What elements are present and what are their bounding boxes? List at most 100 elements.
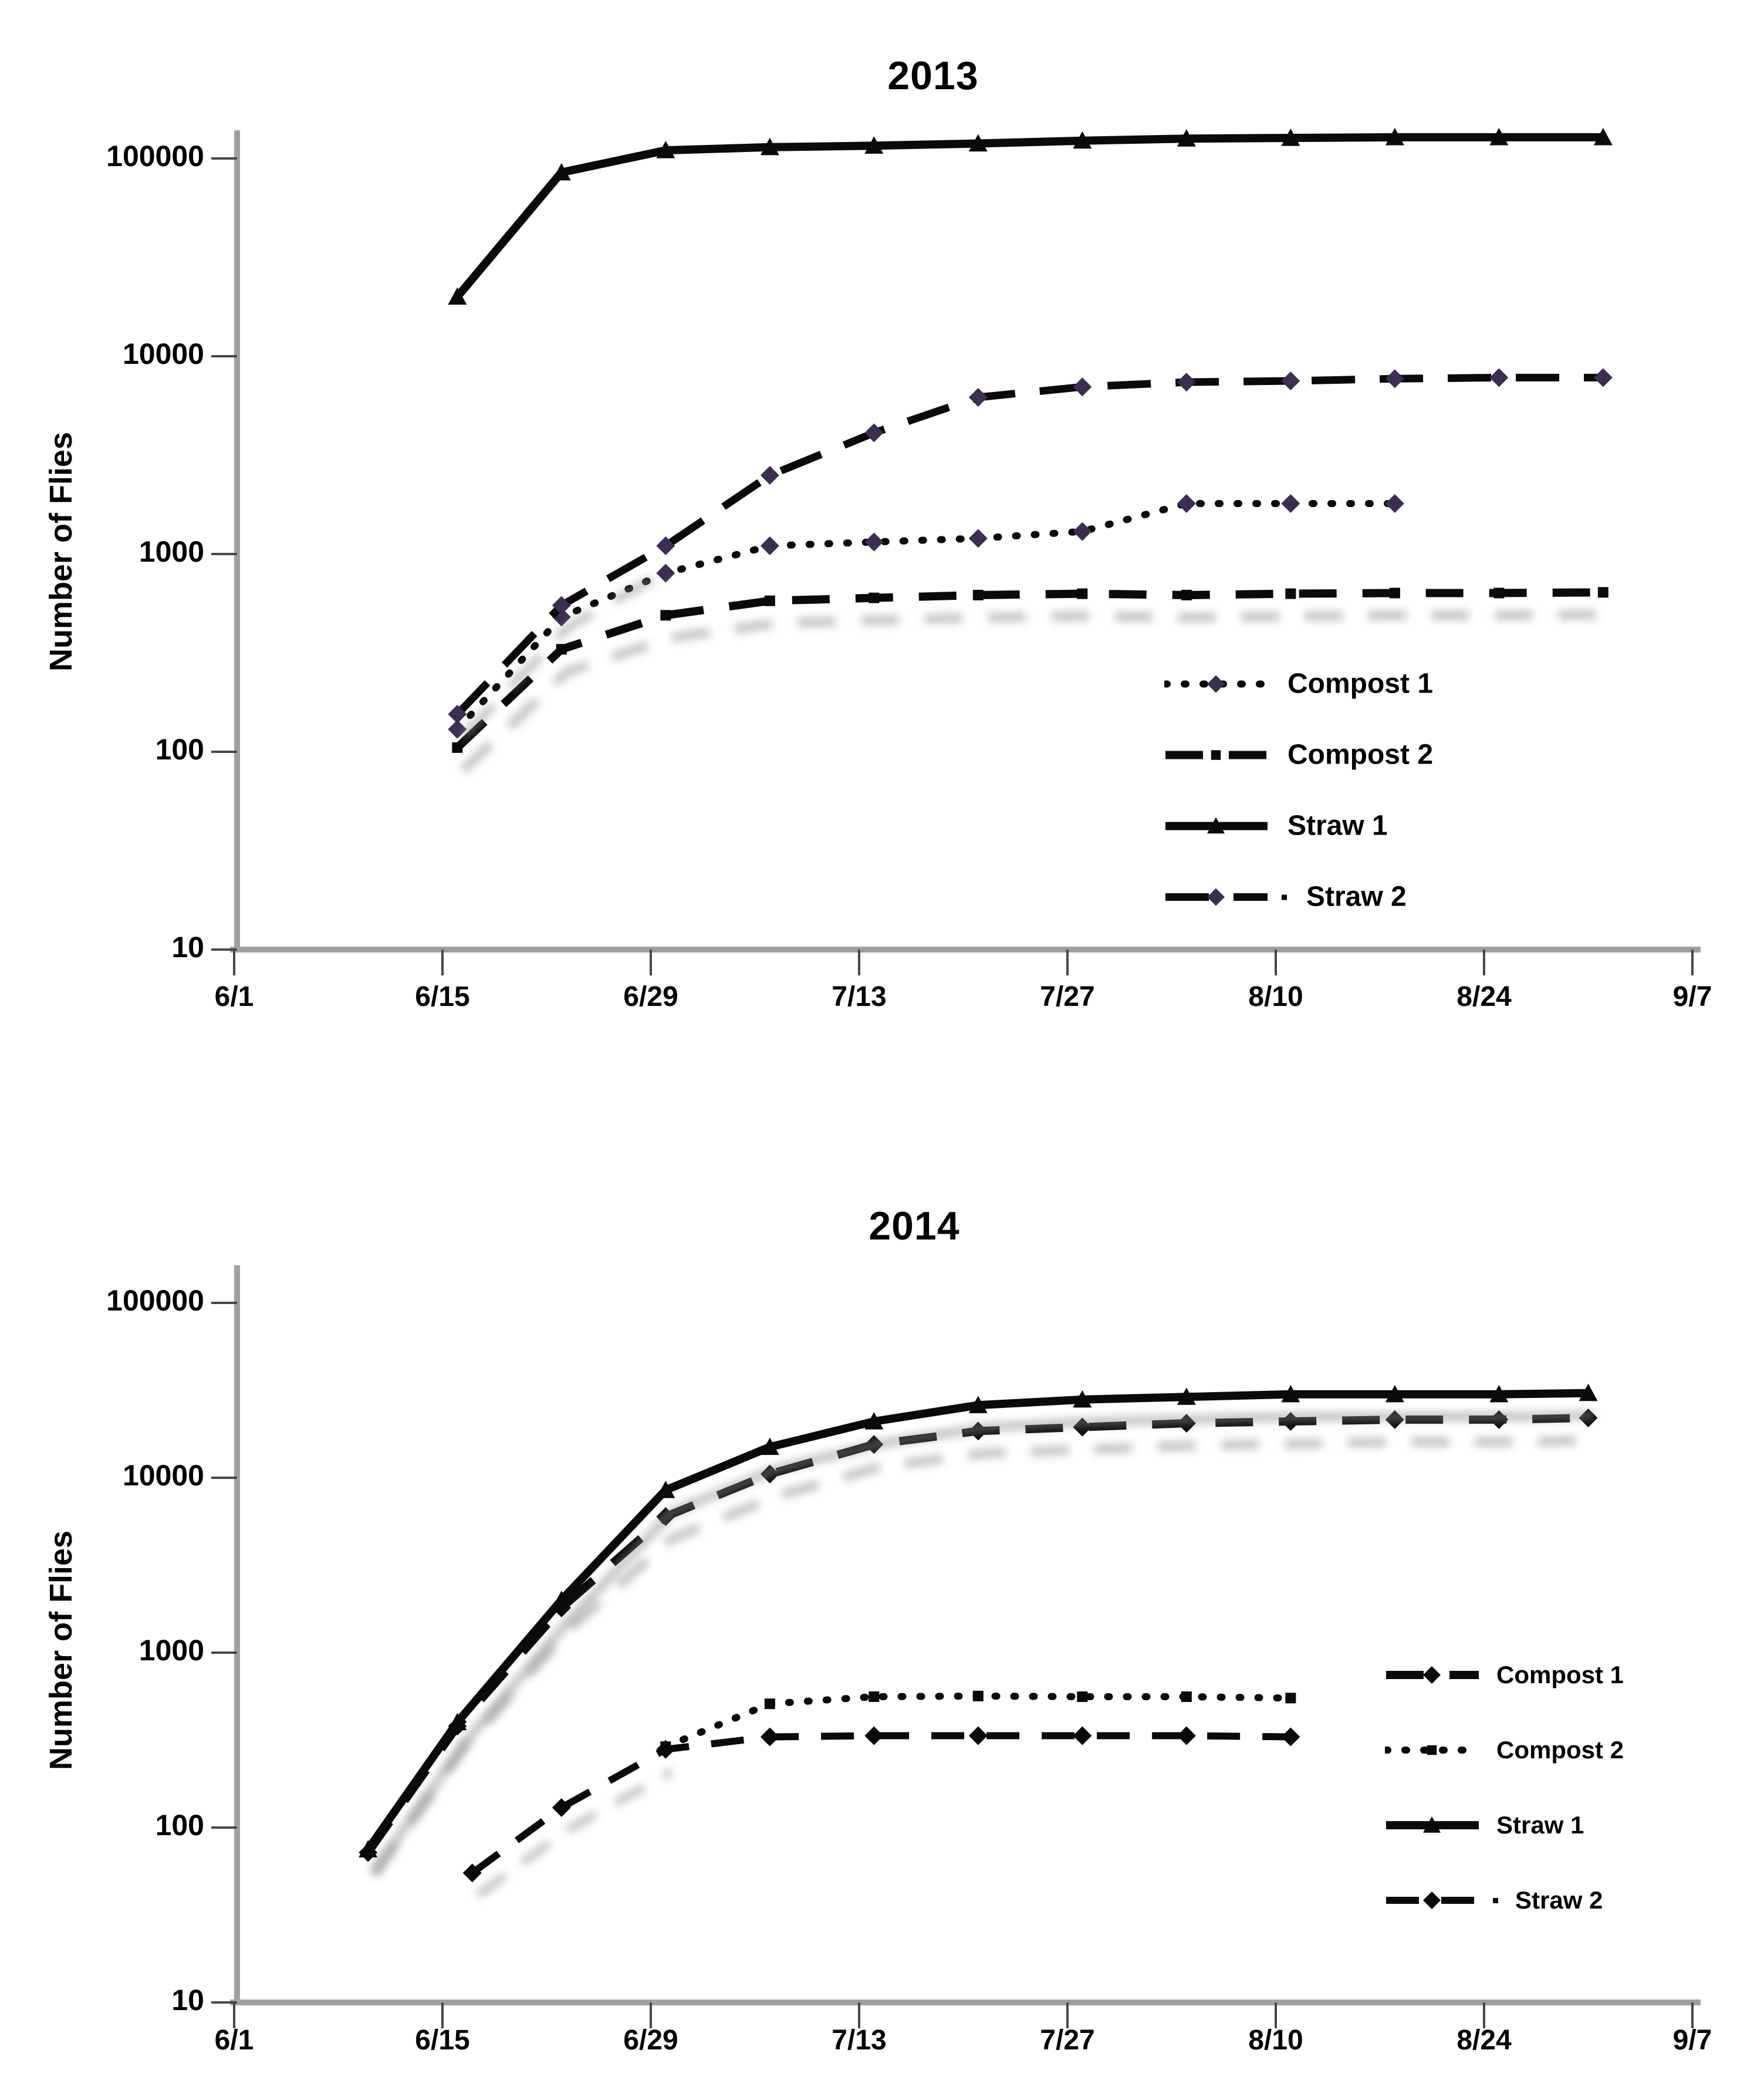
- legend-marker-compost-2: [1427, 1745, 1437, 1755]
- series-straw-1: [448, 127, 1613, 305]
- marker-triangle-straw-1: [760, 1437, 779, 1455]
- marker-diamond-straw-2: [656, 536, 675, 556]
- marker-triangle-straw-1: [552, 1590, 571, 1608]
- x-tick-label: 8/10: [1248, 981, 1303, 1012]
- marker-triangle-straw-1: [864, 136, 884, 154]
- x-tick-label: 7/27: [1040, 981, 1094, 1012]
- marker-square-compost-2: [660, 610, 671, 621]
- legend-label-straw-1: Straw 1: [1287, 810, 1388, 842]
- x-tick-label: 8/24: [1457, 2025, 1512, 2056]
- x-axis-ticks: 6/1 6/15 6/29 7/13 7/27 8/10 8/24 9/7: [215, 2002, 1712, 2056]
- chart-title-2014: 2014: [869, 1204, 960, 1249]
- series-straw-1: [359, 1383, 1598, 1875]
- legend-sample-straw-1: [1165, 817, 1268, 833]
- series-straw-2: [462, 1726, 1300, 1899]
- marker-diamond-straw-2: [448, 704, 467, 724]
- legend-sample-straw-2: [1386, 1892, 1498, 1909]
- marker-diamond-compost-1: [552, 1598, 571, 1617]
- legend-item-straw-2: Straw 2: [1385, 1886, 1603, 1914]
- marker-square-compost-2: [764, 595, 775, 606]
- legend-label-compost-2: Compost 2: [1496, 1736, 1624, 1764]
- y-axis-ticks: 10 100 1000 10000 100000: [106, 140, 237, 964]
- marker-diamond-compost-1: [1073, 522, 1092, 541]
- legend-marker-straw-1: [1423, 1816, 1441, 1833]
- marker-square-compost-2: [972, 1690, 984, 1701]
- legend-sample-compost-1: [1164, 675, 1271, 693]
- legend-label-straw-1: Straw 1: [1496, 1811, 1584, 1839]
- x-tick-label: 8/10: [1248, 2025, 1303, 2056]
- marker-triangle-straw-1: [1579, 1383, 1598, 1401]
- series-line-straw-1: [454, 133, 1603, 300]
- x-tick-label: 9/7: [1673, 2025, 1712, 2056]
- marker-triangle-straw-1: [656, 1481, 675, 1498]
- marker-diamond-straw-2: [1177, 373, 1196, 392]
- marker-triangle-straw-1: [1489, 1384, 1509, 1403]
- marker-square-compost-2: [1181, 1691, 1192, 1703]
- marker-diamond-straw-2: [864, 423, 884, 443]
- legend-item-compost-1: Compost 1: [1385, 1661, 1624, 1689]
- legend-2014: Compost 1 Compost 2 Straw 1 Straw 2: [0, 1047, 1764, 2094]
- y-tick-label: 100000: [106, 140, 204, 173]
- marker-square-compost-2: [972, 589, 984, 600]
- marker-diamond-straw-2: [1073, 377, 1092, 397]
- marker-diamond-straw-2: [1281, 371, 1300, 391]
- marker-triangle-straw-1: [760, 137, 779, 156]
- y-tick-label: 10: [171, 931, 204, 964]
- x-tick-label: 6/29: [623, 981, 678, 1012]
- series-shadow: [370, 1410, 1594, 1875]
- marker-diamond-straw-2: [760, 1727, 779, 1747]
- legend-label-compost-1: Compost 1: [1496, 1661, 1624, 1688]
- y-tick-label: 1000: [139, 1634, 204, 1667]
- marker-triangle-straw-1: [1385, 127, 1404, 146]
- marker-square-compost-2: [556, 644, 567, 655]
- legend-dot: [1493, 1898, 1498, 1903]
- marker-triangle-straw-1: [968, 134, 988, 152]
- marker-triangle-straw-1: [1281, 1384, 1300, 1403]
- marker-diamond-straw-2: [1177, 1726, 1196, 1745]
- axes: [230, 1265, 1701, 2005]
- marker-triangle-straw-1: [1281, 129, 1300, 146]
- x-tick-label: 6/15: [415, 2025, 469, 2056]
- x-tick-label: 6/1: [215, 981, 254, 1012]
- marker-diamond-straw-2: [760, 465, 779, 485]
- legend-label-compost-1: Compost 1: [1287, 668, 1434, 700]
- legend-marker-compost-2: [1211, 749, 1221, 760]
- x-tick-label: 6/15: [415, 981, 469, 1012]
- legend-item-straw-1: Straw 1: [1385, 1811, 1584, 1839]
- marker-diamond-compost-1: [1281, 494, 1300, 513]
- series-compost-1: [448, 494, 1404, 739]
- marker-diamond-straw-2: [1385, 369, 1404, 389]
- y-tick-label: 10000: [123, 1459, 204, 1492]
- marker-triangle-straw-1: [1177, 1387, 1196, 1405]
- legend-sample-compost-1: [1386, 1666, 1479, 1684]
- y-tick-label: 100000: [106, 1284, 204, 1317]
- x-tick-label: 6/29: [623, 2025, 678, 2056]
- legend-label-straw-2: Straw 2: [1515, 1886, 1603, 1914]
- marker-diamond-straw-2: [1593, 368, 1613, 387]
- marker-triangle-straw-1: [968, 1396, 988, 1413]
- marker-diamond-compost-1: [864, 532, 884, 552]
- x-tick-label: 9/7: [1673, 981, 1712, 1012]
- legend-dot: [1282, 894, 1287, 900]
- series-line-straw-2: [454, 373, 1603, 717]
- marker-triangle-straw-1: [864, 1411, 884, 1430]
- legend-item-straw-2: Straw 2: [1164, 881, 1407, 913]
- y-tick-label: 10000: [123, 337, 204, 370]
- y-tick-label: 100: [156, 733, 204, 766]
- marker-square-compost-2: [1077, 588, 1088, 599]
- marker-triangle-straw-1: [552, 163, 571, 181]
- legend-label-straw-2: Straw 2: [1306, 881, 1407, 913]
- x-tick-label: 7/13: [832, 981, 886, 1012]
- marker-square-compost-2: [1493, 587, 1505, 599]
- legend-sample-straw-1: [1386, 1816, 1479, 1833]
- marker-square-compost-2: [764, 1698, 775, 1710]
- legend-item-compost-2: Compost 2: [1164, 739, 1433, 771]
- marker-square-compost-2: [869, 1691, 880, 1703]
- marker-triangle-straw-1: [1073, 131, 1092, 149]
- marker-triangle-straw-1: [656, 141, 675, 158]
- marker-square-compost-2: [1597, 587, 1608, 598]
- x-tick-label: 8/24: [1457, 981, 1512, 1012]
- marker-square-compost-2: [452, 742, 463, 753]
- series-shadow: [475, 1768, 674, 1899]
